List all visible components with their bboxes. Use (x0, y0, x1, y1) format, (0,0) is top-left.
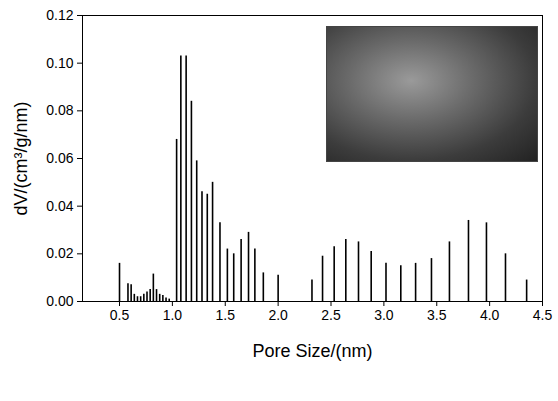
svg-text:1.5: 1.5 (216, 307, 236, 323)
svg-text:0.04: 0.04 (46, 198, 73, 214)
svg-text:4.5: 4.5 (533, 307, 553, 323)
svg-text:0.5: 0.5 (110, 307, 130, 323)
svg-text:0.00: 0.00 (46, 293, 73, 309)
svg-text:1.0: 1.0 (163, 307, 183, 323)
svg-text:0.06: 0.06 (46, 150, 73, 166)
svg-text:dV/(cm³/g/nm): dV/(cm³/g/nm) (11, 101, 31, 215)
svg-text:0.12: 0.12 (46, 7, 73, 23)
svg-text:3.0: 3.0 (374, 307, 394, 323)
svg-text:3.5: 3.5 (427, 307, 447, 323)
svg-text:2.5: 2.5 (321, 307, 341, 323)
svg-text:2.0: 2.0 (268, 307, 288, 323)
svg-text:0.10: 0.10 (46, 55, 73, 71)
svg-text:0.02: 0.02 (46, 245, 73, 261)
svg-text:4.0: 4.0 (480, 307, 500, 323)
svg-text:0.08: 0.08 (46, 102, 73, 118)
svg-text:Pore Size/(nm): Pore Size/(nm) (252, 341, 372, 361)
